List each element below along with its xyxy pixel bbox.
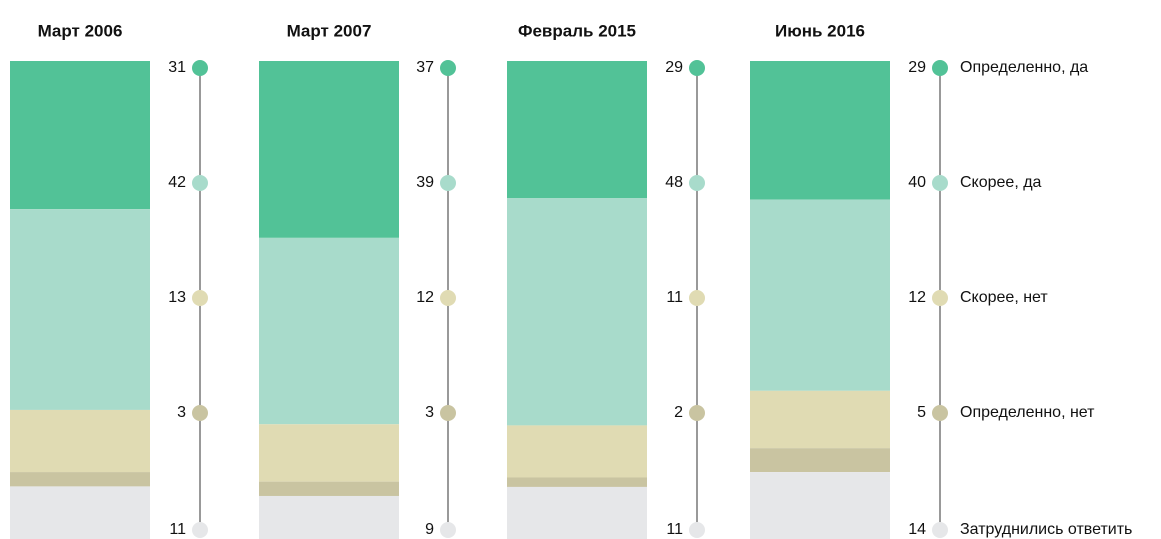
value-label: 39 — [416, 174, 434, 191]
legend-label: Определенно, нет — [960, 404, 1095, 421]
value-label: 13 — [168, 289, 186, 306]
legend-label: Скорее, да — [960, 174, 1042, 191]
bar-segment — [10, 472, 150, 487]
legend-label: Определенно, да — [960, 59, 1088, 76]
marker-dot — [689, 290, 705, 306]
bar-segment — [507, 477, 647, 487]
bar-segment — [750, 390, 890, 449]
value-label: 42 — [168, 174, 186, 191]
value-label: 31 — [168, 59, 186, 76]
marker-dot — [440, 290, 456, 306]
bar-segment — [259, 424, 399, 482]
bar-segment — [750, 61, 890, 200]
column-title: Март 2006 — [38, 21, 123, 40]
marker-dot — [689, 175, 705, 191]
legend-label: Затруднились ответить — [960, 521, 1132, 538]
marker-dot — [932, 175, 948, 191]
bar-segment — [259, 237, 399, 425]
bar-segment — [10, 409, 150, 473]
value-label: 29 — [665, 59, 683, 76]
value-label: 12 — [416, 289, 434, 306]
bar-segment — [750, 199, 890, 391]
marker-dot — [192, 522, 208, 538]
value-label: 11 — [666, 521, 683, 538]
value-label: 11 — [169, 521, 186, 538]
value-label: 5 — [917, 404, 926, 421]
bar-segment — [259, 61, 399, 238]
bar-segment — [507, 425, 647, 478]
bar-segment — [259, 481, 399, 496]
marker-dot — [440, 60, 456, 76]
bar-segment — [259, 495, 399, 539]
marker-dot — [932, 405, 948, 421]
value-label: 12 — [908, 289, 926, 306]
bar-segment — [10, 209, 150, 410]
value-label: 2 — [674, 404, 683, 421]
marker-dot — [689, 522, 705, 538]
marker-dot — [192, 175, 208, 191]
value-label: 37 — [416, 59, 434, 76]
marker-dot — [192, 60, 208, 76]
bar-segment — [507, 61, 647, 199]
column-title: Март 2007 — [287, 21, 372, 40]
column-title: Февраль 2015 — [518, 21, 636, 40]
marker-dot — [440, 405, 456, 421]
legend-label: Скорее, нет — [960, 289, 1048, 306]
marker-dot — [192, 290, 208, 306]
marker-dot — [932, 290, 948, 306]
marker-dot — [689, 60, 705, 76]
bar-segment — [750, 472, 890, 539]
value-label: 3 — [177, 404, 186, 421]
value-label: 48 — [665, 174, 683, 191]
value-label: 3 — [425, 404, 434, 421]
marker-dot — [932, 60, 948, 76]
value-label: 14 — [908, 521, 926, 538]
column-title: Июнь 2016 — [775, 21, 865, 40]
marker-dot — [689, 405, 705, 421]
bar-segment — [507, 198, 647, 426]
value-label: 11 — [666, 289, 683, 306]
bar-segment — [10, 61, 150, 210]
value-label: 40 — [908, 174, 926, 191]
value-label: 9 — [425, 521, 434, 538]
marker-dot — [440, 175, 456, 191]
marker-dot — [932, 522, 948, 538]
bar-segment — [10, 486, 150, 539]
bar-segment — [507, 486, 647, 539]
marker-dot — [192, 405, 208, 421]
value-label: 29 — [908, 59, 926, 76]
marker-dot — [440, 522, 456, 538]
bar-segment — [750, 448, 890, 473]
